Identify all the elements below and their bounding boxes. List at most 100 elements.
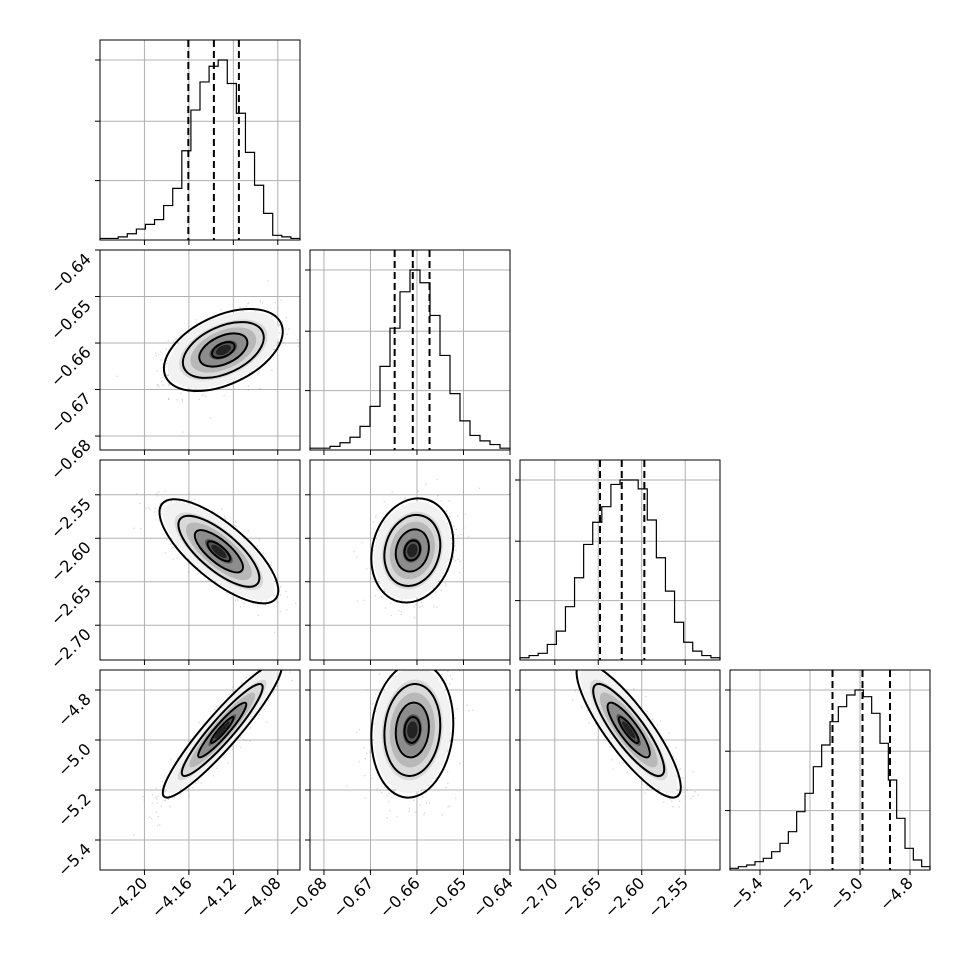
contour-3-1-0 xyxy=(370,670,455,799)
scatter-point xyxy=(256,551,259,553)
scatter-point xyxy=(232,690,234,692)
scatter-point xyxy=(390,614,392,617)
scatter-point xyxy=(449,732,452,734)
scatter-point xyxy=(419,606,421,608)
scatter-point xyxy=(426,593,428,596)
density-level-2-1-5 xyxy=(407,543,418,558)
scatter-point xyxy=(396,816,398,818)
scatter-point xyxy=(245,305,248,308)
scatter-point xyxy=(384,520,386,523)
histogram-1 xyxy=(309,269,511,450)
scatter-point xyxy=(448,558,450,561)
scatter-point xyxy=(166,374,168,377)
y-tick-label-3-2: −5.0 xyxy=(54,739,95,780)
scatter-point xyxy=(163,375,165,377)
scatter-point xyxy=(151,802,154,804)
scatter-point xyxy=(365,689,368,691)
scatter-point xyxy=(388,792,390,795)
scatter-point xyxy=(375,693,377,696)
joint-panel-2-1 xyxy=(305,459,511,665)
scatter-point xyxy=(155,811,158,814)
scatter-point xyxy=(187,498,189,501)
scatter-point xyxy=(445,682,447,684)
frame-0-0 xyxy=(99,39,301,241)
scatter-point xyxy=(167,384,170,386)
scatter-point xyxy=(447,701,450,703)
scatter-point xyxy=(161,376,163,379)
scatter-point xyxy=(423,814,425,816)
scatter-point xyxy=(273,651,274,652)
scatter-point xyxy=(263,708,265,710)
scatter-point xyxy=(402,605,404,607)
scatter-point xyxy=(589,666,590,667)
scatter-point xyxy=(156,824,159,827)
y-tick-label-3-3: −4.8 xyxy=(54,689,95,730)
scatter-point xyxy=(466,704,468,706)
scatter-point xyxy=(157,353,160,356)
contour-2-1-2 xyxy=(394,528,430,573)
marginal-panel-0 xyxy=(95,39,301,245)
scatter-point xyxy=(186,501,188,503)
scatter-point xyxy=(163,799,165,802)
scatter-point xyxy=(389,810,391,812)
joint-panel-2-0: −2.70−2.65−2.60−2.55 xyxy=(47,459,301,673)
scatter-point xyxy=(175,501,178,503)
joint-content-1-0 xyxy=(100,250,300,450)
scatter-point xyxy=(259,387,261,390)
scatter-point xyxy=(273,688,276,690)
y-tick-label-1-2: −0.66 xyxy=(47,342,95,390)
scatter-point xyxy=(216,767,218,769)
scatter-point xyxy=(236,598,238,600)
joint-content-3-1 xyxy=(310,653,510,870)
contour-1-0-3 xyxy=(210,341,236,359)
scatter-point xyxy=(291,663,292,664)
scatter-point xyxy=(243,602,246,604)
scatter-point xyxy=(159,824,161,826)
scatter-point xyxy=(267,280,269,282)
scatter-point xyxy=(346,785,348,787)
scatter-point xyxy=(256,605,259,607)
contour-3-1-1 xyxy=(383,683,442,777)
scatter-point xyxy=(231,745,233,747)
contour-1-0-2 xyxy=(198,332,249,368)
contour-3-0-1 xyxy=(180,683,264,777)
scatter-point xyxy=(443,769,446,771)
scatter-point xyxy=(219,583,221,586)
scatter-point xyxy=(567,658,568,659)
scatter-point xyxy=(459,762,461,765)
scatter-point xyxy=(198,398,200,401)
scatter-point xyxy=(459,560,462,563)
scatter-point xyxy=(281,340,284,342)
scatter-point xyxy=(440,673,443,676)
scatter-point xyxy=(440,500,443,502)
scatter-point xyxy=(387,785,389,788)
scatter-point xyxy=(384,591,386,593)
scatter-point xyxy=(424,812,426,814)
scatter-point xyxy=(197,572,199,575)
scatter-point xyxy=(160,805,162,808)
x-tick-label-1-3: −0.65 xyxy=(422,873,470,921)
scatter-point xyxy=(425,653,426,654)
scatter-point xyxy=(391,491,393,493)
scatter-point xyxy=(678,769,680,771)
scatter-point xyxy=(286,596,289,598)
scatter-point xyxy=(283,656,284,657)
scatter-point xyxy=(375,514,377,517)
scatter-point xyxy=(435,591,437,593)
scatter-point xyxy=(167,374,169,377)
contour-2-0-3 xyxy=(206,540,232,563)
scatter-point xyxy=(156,492,158,495)
scatter-point xyxy=(457,558,459,560)
scatter-point xyxy=(176,557,178,559)
scatter-point xyxy=(618,762,621,764)
scatter-point xyxy=(429,664,430,665)
scatter-point xyxy=(183,554,186,556)
scatter-point xyxy=(273,594,275,597)
scatter-point xyxy=(262,302,264,304)
scatter-point xyxy=(447,749,449,752)
scatter-point xyxy=(173,340,175,343)
contour-3-1-3 xyxy=(403,716,422,744)
scatter-point xyxy=(372,521,374,523)
scatter-point xyxy=(413,664,414,665)
scatter-point xyxy=(164,791,166,793)
